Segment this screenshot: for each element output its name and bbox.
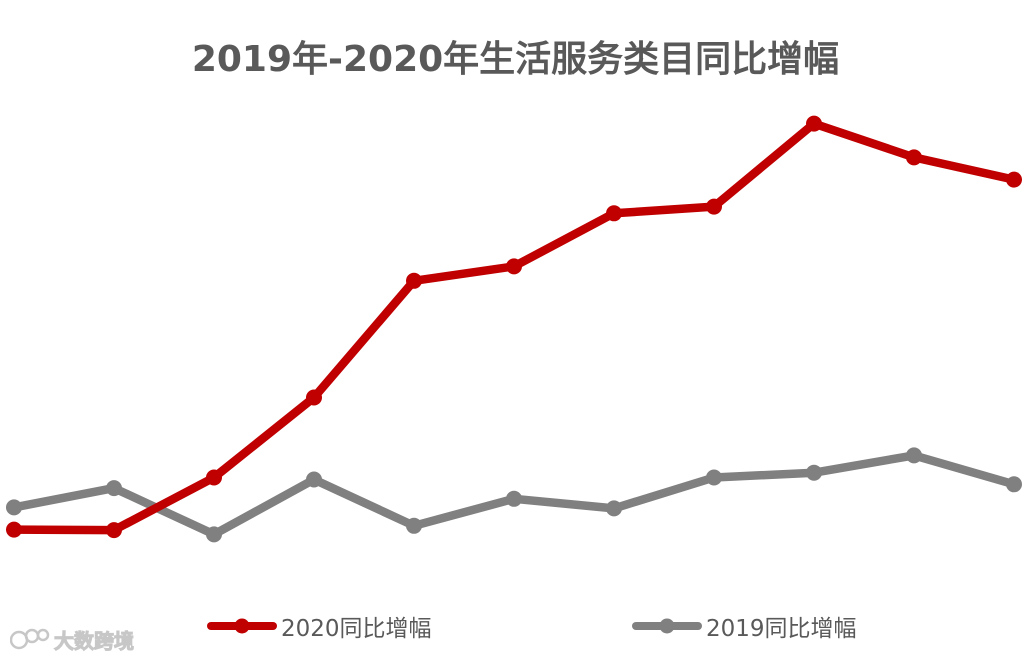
data-point-2020-3 <box>206 469 222 486</box>
data-point-2020-8 <box>706 198 722 215</box>
legend-item-2019: 2019同比增幅 <box>632 608 857 644</box>
data-point-2020-10 <box>906 149 922 166</box>
data-point-2019-10 <box>906 447 922 464</box>
data-point-2020-6 <box>506 258 522 275</box>
data-point-2019-4 <box>306 471 322 488</box>
data-point-2020-4 <box>306 389 322 406</box>
data-point-2019-7 <box>606 500 622 517</box>
data-point-2020-9 <box>806 115 822 132</box>
series-layer <box>6 115 1022 543</box>
data-point-2019-3 <box>206 526 222 543</box>
legend-swatch-2019-icon <box>632 618 702 634</box>
data-point-2020-5 <box>406 272 422 289</box>
chart-title: 2019年-2020年生活服务类目同比增幅 <box>191 39 840 80</box>
data-point-2019-9 <box>806 464 822 481</box>
series-line-2020 <box>9 119 1019 535</box>
data-point-2019-1 <box>6 499 22 516</box>
legend-label-2020: 2020同比增幅 <box>281 616 432 642</box>
data-point-2019-6 <box>506 490 522 507</box>
data-point-2020-11 <box>1006 171 1022 188</box>
legend-item-2020: 2020同比增幅 <box>207 608 432 644</box>
watermark-text: 大数跨境 <box>54 628 135 653</box>
data-point-2019-5 <box>406 517 422 534</box>
data-point-2019-8 <box>706 469 722 486</box>
watermark: 大数跨境 <box>10 624 135 654</box>
data-point-2020-2 <box>106 522 122 539</box>
legend-label-2019: 2019同比增幅 <box>706 616 857 642</box>
chart-legend: 2020同比增幅 2019同比增幅 <box>0 608 1031 644</box>
dashuju-logo-icon <box>10 628 50 650</box>
data-point-2019-11 <box>1006 476 1022 493</box>
legend-swatch-2020-icon <box>207 618 277 634</box>
data-point-2019-2 <box>106 480 122 497</box>
data-point-2020-1 <box>6 521 22 538</box>
data-point-2020-7 <box>606 205 622 222</box>
